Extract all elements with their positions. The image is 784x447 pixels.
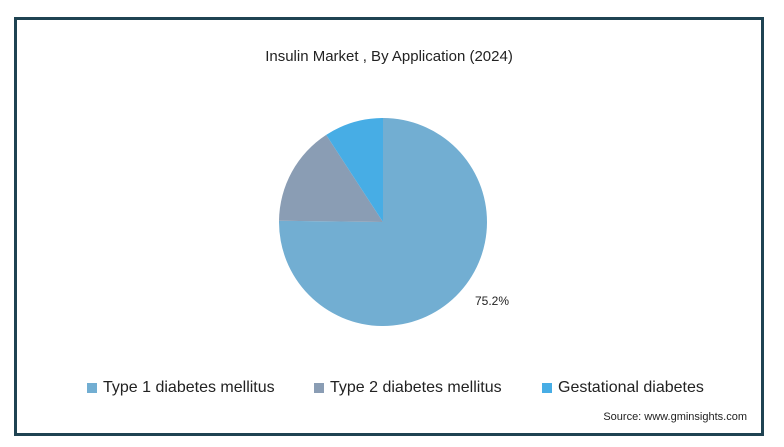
legend-item-type-1: Type 1 diabetes mellitus bbox=[87, 379, 275, 397]
pie-slice-type-1 bbox=[279, 118, 488, 327]
legend-label-type-2: Type 2 diabetes mellitus bbox=[330, 379, 502, 396]
legend-item-type-2: Type 2 diabetes mellitus bbox=[314, 379, 502, 397]
data-label-type-1: 75.2% bbox=[475, 294, 509, 308]
chart-title: Insulin Market , By Application (2024) bbox=[265, 48, 513, 65]
source-note: Source: www.gminsights.com bbox=[603, 411, 747, 423]
chart-legend: Type 1 diabetes mellitus Type 2 diabetes… bbox=[17, 379, 761, 399]
pie-chart: 75.2% bbox=[279, 118, 509, 327]
legend-swatch-gestational bbox=[542, 383, 552, 393]
legend-swatch-type-2 bbox=[314, 383, 324, 393]
legend-item-gestational: Gestational diabetes bbox=[542, 379, 704, 397]
legend-label-gestational: Gestational diabetes bbox=[558, 379, 704, 396]
chart-frame: Insulin Market , By Application (2024) 7… bbox=[14, 17, 764, 436]
pie-slice-type-2 bbox=[279, 134, 383, 222]
legend-label-type-1: Type 1 diabetes mellitus bbox=[103, 379, 275, 396]
pie-slice-gestational bbox=[326, 118, 383, 222]
legend-swatch-type-1 bbox=[87, 383, 97, 393]
